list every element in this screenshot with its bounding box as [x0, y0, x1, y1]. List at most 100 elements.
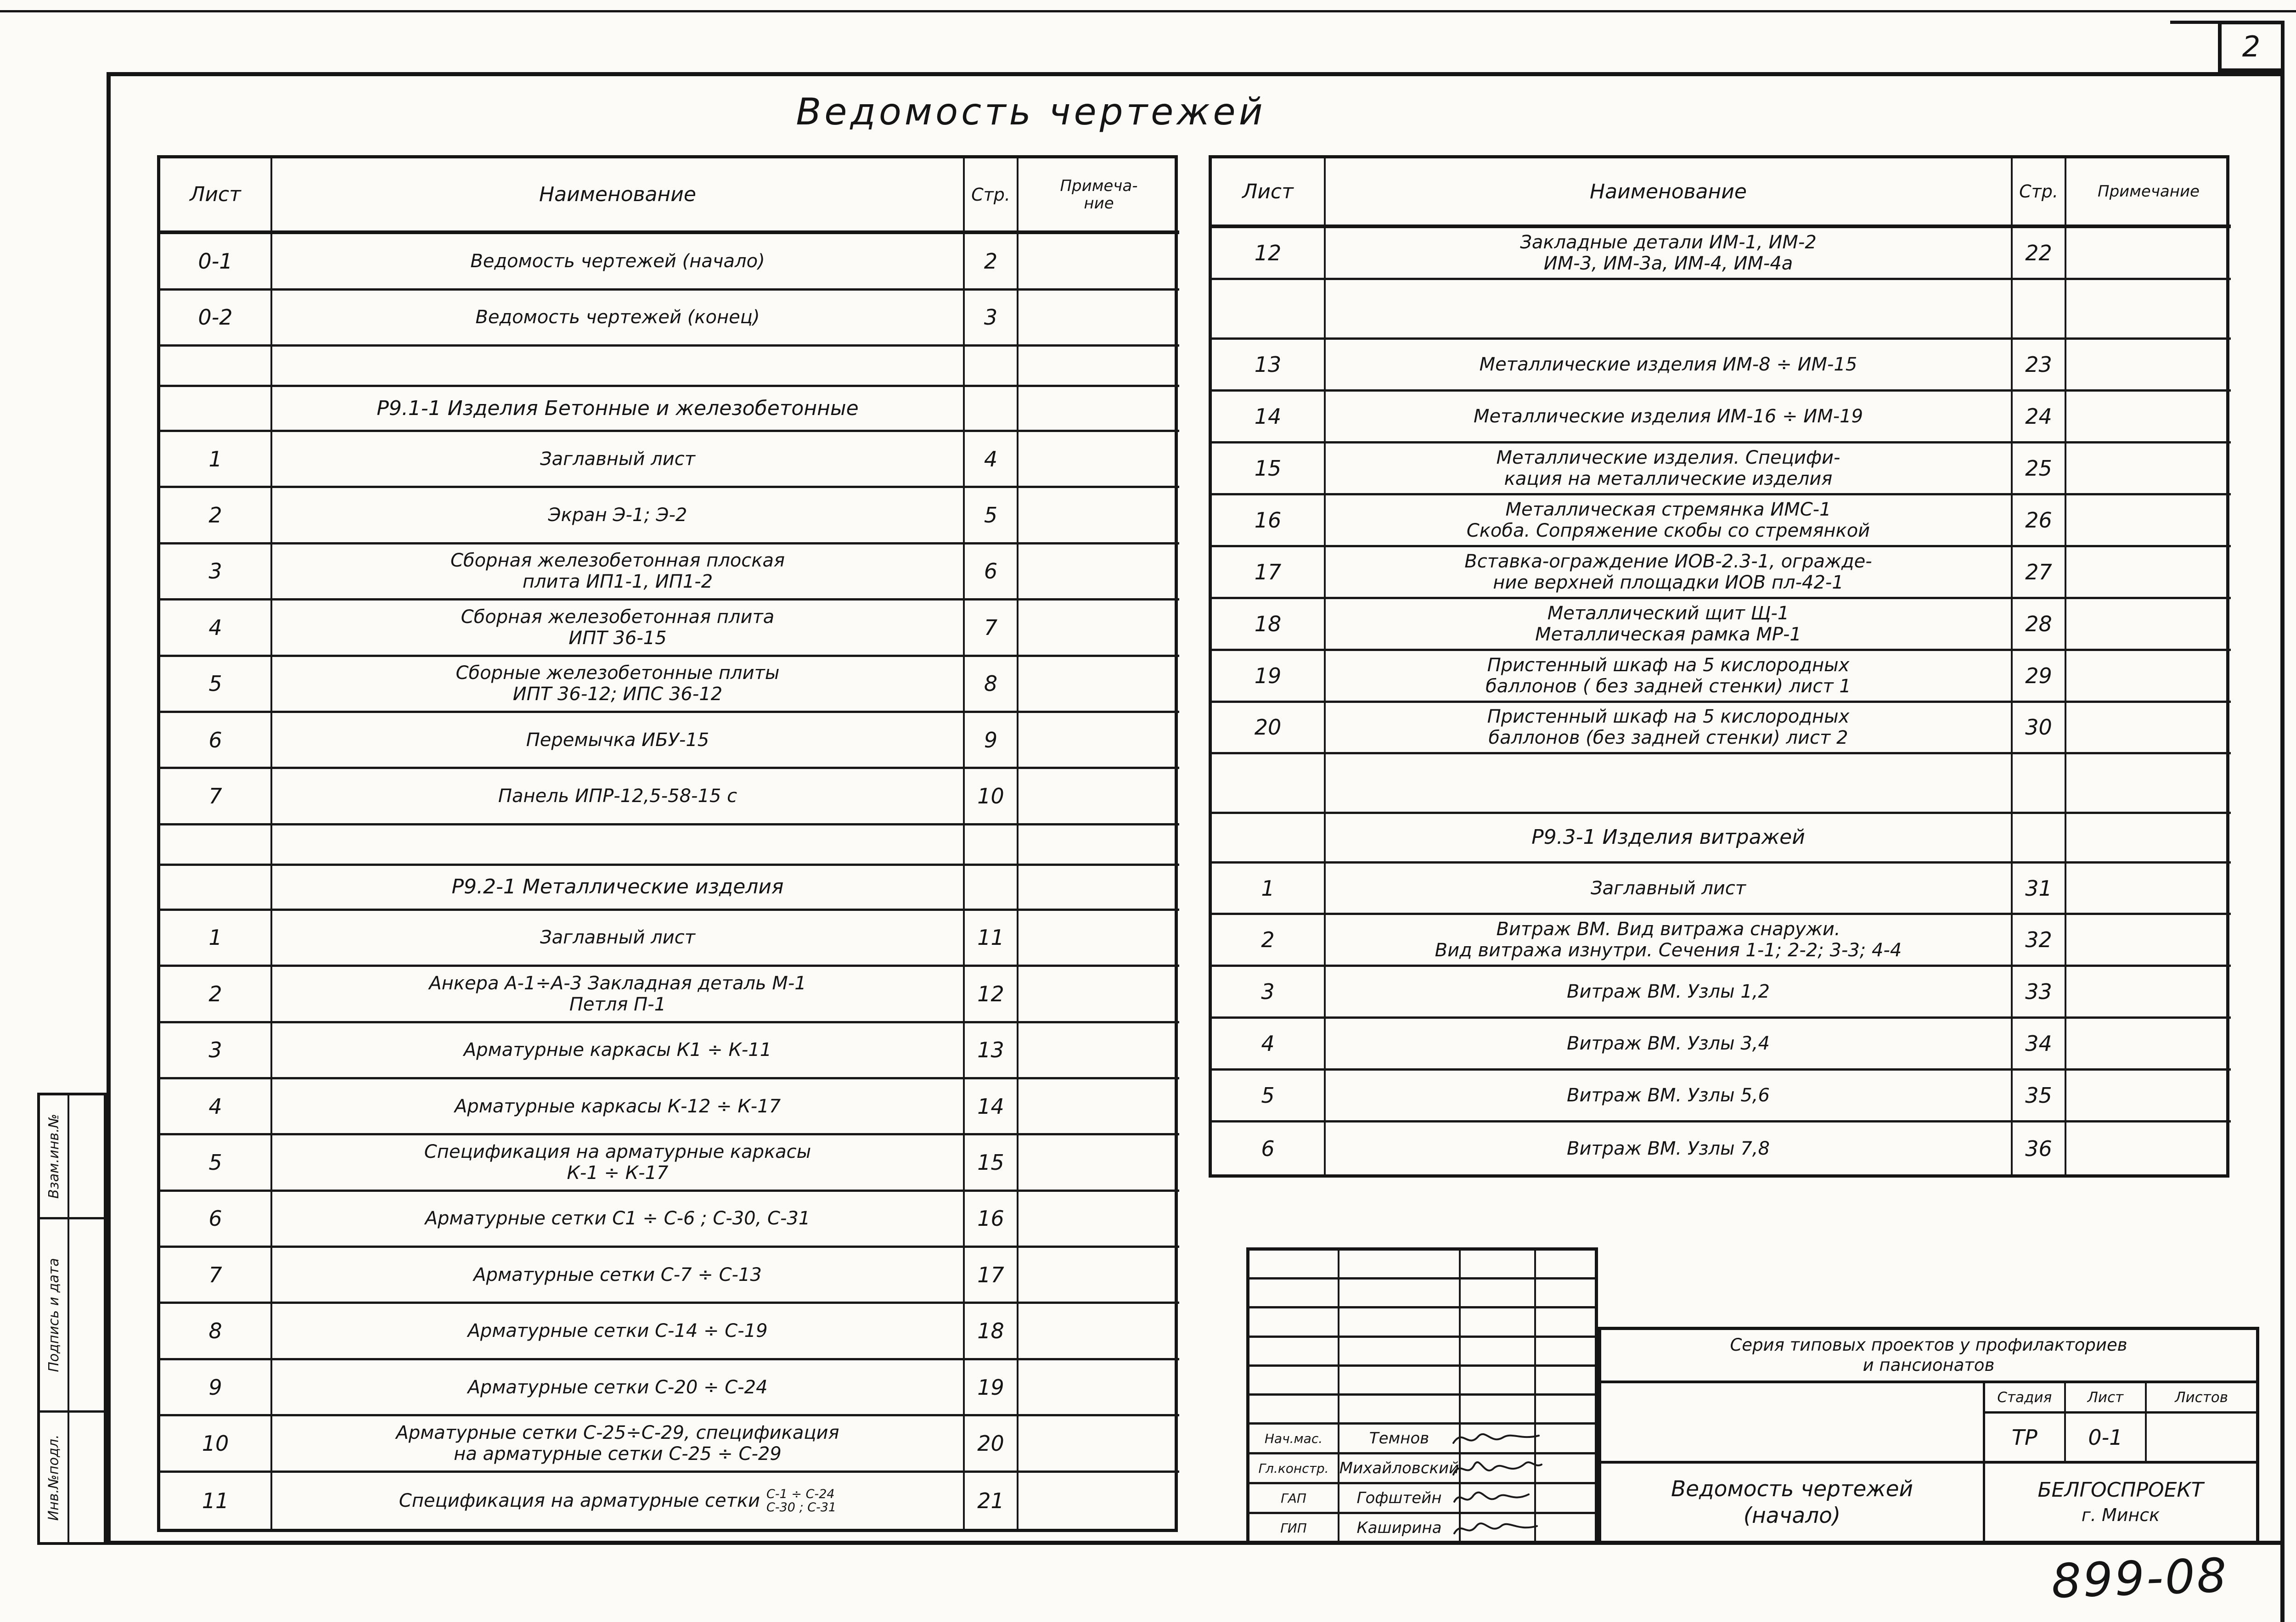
- cell-note: [1019, 234, 1179, 291]
- cell-page: 13: [965, 1023, 1019, 1079]
- name-line: ИПТ 36-15: [568, 627, 667, 649]
- cell-sheet: 0-2: [160, 290, 272, 347]
- stage-sheet-grid: Стадия Лист Листов ТР 0-1: [1985, 1383, 2256, 1464]
- name-line: Спецификация на арматурные сетки: [399, 1490, 760, 1511]
- signatory-signature: [1453, 1484, 1536, 1514]
- cell-note: [2066, 651, 2231, 703]
- cell-name: Пристенный шкаф на 5 кислородных баллонов…: [1326, 702, 2013, 755]
- name-line: ИМ-3, ИМ-3а, ИМ-4, ИМ-4а: [1543, 253, 1793, 275]
- name-line: Металлическая стремянка ИМС-1: [1505, 499, 1831, 520]
- name-line: Сборные железобетонные плиты: [456, 662, 780, 684]
- sig-grid-empty-cell: [1536, 1338, 1595, 1367]
- cell-sheet: 7: [160, 1248, 272, 1304]
- name-line: баллонов (без задней стенки) лист 2: [1488, 727, 1848, 749]
- cell-name: [1326, 754, 2013, 814]
- margin-attribute-strip: Взам.инв.№ Подпись и дата Инв.№подл.: [37, 1093, 107, 1545]
- cell-sheet: 4: [160, 601, 272, 657]
- name-line: Арматурные сетки С-14 ÷ С-19: [467, 1320, 768, 1342]
- name-line: Ведомость чертежей (конец): [475, 307, 760, 328]
- document-title-line-2: (начало): [1743, 1503, 1841, 1529]
- name-line: Металлический щит Щ-1: [1547, 602, 1790, 624]
- name-line: Скоба. Сопряжение скобы со стремянкой: [1466, 520, 1870, 541]
- series-line-2: и пансионатов: [1863, 1355, 1995, 1375]
- name-line: Пристенный шкаф на 5 кислородных: [1487, 706, 1850, 728]
- header-page: Стр.: [2013, 158, 2066, 229]
- cell-name: Арматурные сетки С-20 ÷ С-24: [272, 1360, 965, 1417]
- name-line: Вставка-ограждение ИОВ-2.3-1, огражде-: [1464, 550, 1872, 572]
- cell-name: Закладные детали ИМ-1, ИМ-2 ИМ-3, ИМ-3а, …: [1326, 228, 2013, 281]
- cell-note: [2066, 1122, 2231, 1174]
- cell-page: 16: [965, 1191, 1019, 1248]
- cell-page: [2013, 754, 2066, 814]
- cell-sheet: 20: [1212, 702, 1326, 755]
- cell-name: Р9.2-1 Металлические изделия: [272, 865, 965, 911]
- sig-grid-empty-cell: [1249, 1337, 1339, 1367]
- drawing-list-table-right: Лист Наименование Стр. Примечание 12 Закладны…: [1209, 155, 2231, 1178]
- name-line: Ведомость чертежей (начало): [470, 250, 765, 272]
- cell-sheet: 4: [1212, 1019, 1326, 1071]
- cell-note: [1019, 488, 1179, 544]
- margin-label-2: Подпись и дата: [40, 1219, 69, 1413]
- sig-grid-empty-cell: [1461, 1308, 1536, 1338]
- name-line: Витраж ВМ. Узлы 7,8: [1567, 1138, 1770, 1159]
- signatory-role: Гл.констр.: [1249, 1454, 1339, 1484]
- title-block-signature-grid: Нач.мас. Темнов Гл.констр. Михайловский ГАП Г…: [1246, 1247, 1598, 1545]
- name-line: Закладные детали ИМ-1, ИМ-2: [1520, 232, 1817, 253]
- cell-sheet: 15: [1212, 443, 1326, 495]
- cell-note: [2066, 814, 2231, 864]
- cell-sheet: 12: [1212, 228, 1326, 281]
- cell-name: Экран Э-1; Э-2: [272, 488, 965, 544]
- sig-grid-empty-cell: [1536, 1367, 1595, 1396]
- sig-grid-empty-cell: [1339, 1251, 1461, 1280]
- cell-note: [1019, 1079, 1179, 1136]
- sig-grid-empty-cell: [1536, 1308, 1595, 1338]
- signature-scribble: [1452, 1433, 1540, 1444]
- cell-name: Ведомость чертежей (начало): [272, 234, 965, 291]
- cell-name: Ведомость чертежей (конец): [272, 290, 965, 347]
- sig-grid-empty-cell: [1536, 1280, 1595, 1309]
- signature-scribble: [1453, 1491, 1530, 1503]
- cell-sheet: 6: [1212, 1122, 1326, 1174]
- cell-sheet: 2: [160, 488, 272, 544]
- name-line: Экран Э-1; Э-2: [548, 505, 687, 526]
- cell-note: [1019, 769, 1179, 825]
- cell-page: [965, 387, 1019, 432]
- cell-note: [1019, 432, 1179, 488]
- cell-note: [1019, 601, 1179, 657]
- name-line: Заглавный лист: [540, 448, 696, 470]
- cell-note: [2066, 1071, 2231, 1123]
- name-line: Витраж ВМ. Узлы 1,2: [1567, 981, 1770, 1003]
- signatory-date-cell: [1536, 1454, 1595, 1484]
- cell-page: 28: [2013, 599, 2066, 651]
- cell-note: [1019, 387, 1179, 432]
- cell-name: Заглавный лист: [272, 910, 965, 967]
- sig-grid-empty-cell: [1461, 1251, 1536, 1280]
- cell-page: 36: [2013, 1122, 2066, 1174]
- cell-name: Перемычка ИБУ-15: [272, 713, 965, 769]
- cell-name: Спецификация на арматурные сетки С-1 ÷ С-…: [272, 1472, 965, 1529]
- cell-name: Спецификация на арматурные каркасы К-1 ÷ …: [272, 1135, 965, 1192]
- cell-page: [965, 346, 1019, 387]
- margin-empty-cell: [69, 1413, 104, 1542]
- cell-page: 17: [965, 1248, 1019, 1304]
- name-line: Заглавный лист: [540, 927, 696, 949]
- cell-sheet: [1212, 280, 1326, 340]
- cell-page: 9: [965, 713, 1019, 769]
- name-line: баллонов ( без задней стенки) лист 1: [1486, 675, 1851, 697]
- cell-page: 5: [965, 488, 1019, 544]
- header-note: Примеча-ние: [1019, 158, 1179, 235]
- cell-name: Анкера А-1÷А-3 Закладная деталь М-1 Петля…: [272, 967, 965, 1023]
- cell-note: [1019, 1473, 1179, 1529]
- cell-page: 10: [965, 769, 1019, 825]
- cell-page: [965, 865, 1019, 911]
- cell-sheet: [1212, 754, 1326, 814]
- cell-note: [2066, 340, 2231, 392]
- cell-page: 34: [2013, 1019, 2066, 1071]
- title-block: Серия типовых проектов у профилакториев …: [1598, 1327, 2259, 1545]
- cell-note: [1019, 1416, 1179, 1473]
- name-line: Пристенный шкаф на 5 кислородных: [1487, 654, 1850, 676]
- cell-sheet: 16: [1212, 495, 1326, 547]
- cell-page: 18: [965, 1304, 1019, 1360]
- cell-name: Вставка-ограждение ИОВ-2.3-1, огражде-ни…: [1326, 547, 2013, 599]
- cell-page: 30: [2013, 702, 2066, 755]
